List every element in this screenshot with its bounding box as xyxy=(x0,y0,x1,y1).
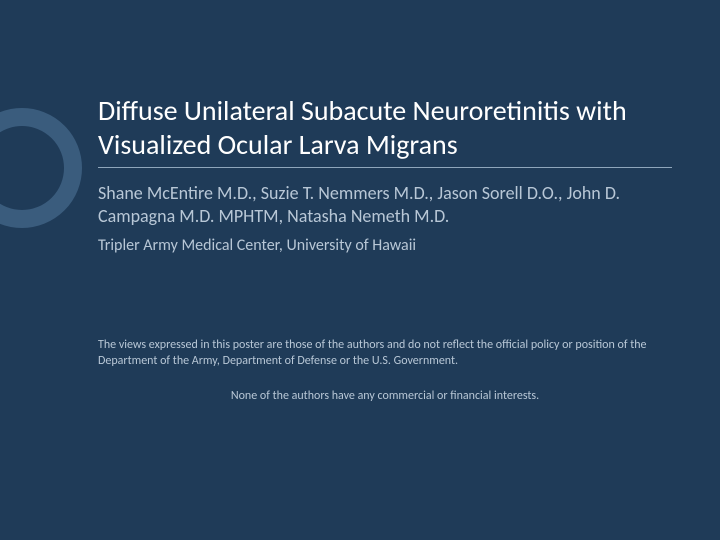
authors-line: Shane McEntire M.D., Suzie T. Nemmers M.… xyxy=(98,182,672,228)
interests-text: None of the authors have any commercial … xyxy=(98,389,672,403)
slide-content: Diffuse Unilateral Subacute Neuroretinit… xyxy=(98,94,672,403)
decorative-ring xyxy=(0,108,82,228)
slide-title: Diffuse Unilateral Subacute Neuroretinit… xyxy=(98,94,672,161)
title-underline xyxy=(98,167,672,168)
affiliation-line: Tripler Army Medical Center, University … xyxy=(98,236,672,257)
disclaimer-text: The views expressed in this poster are t… xyxy=(98,337,672,369)
